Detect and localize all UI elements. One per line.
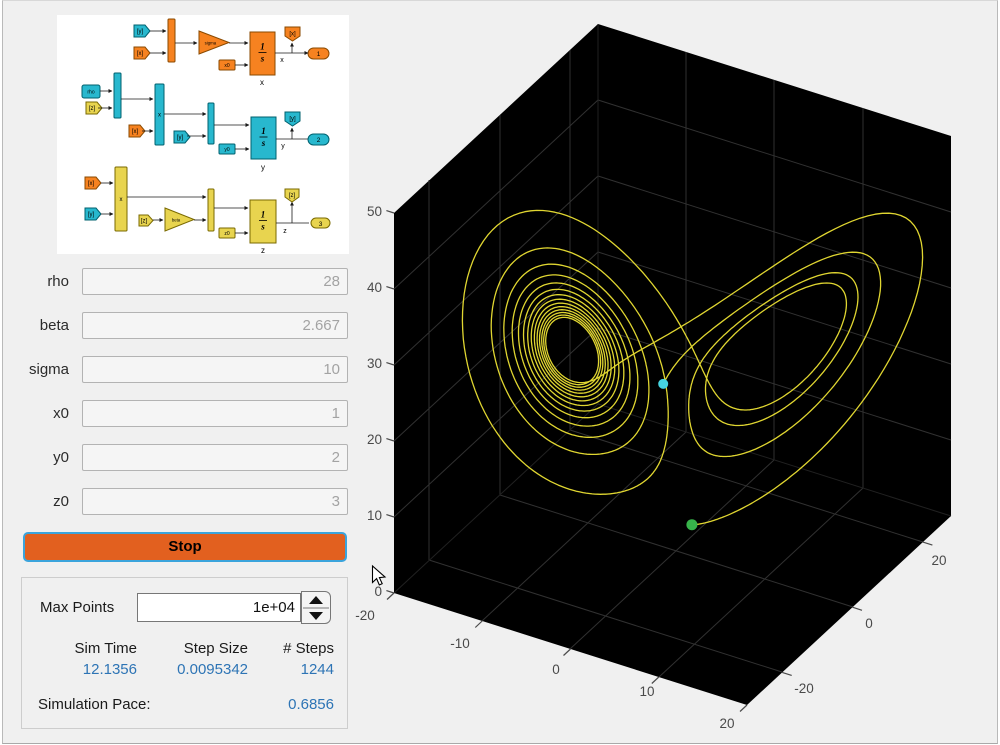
- svg-text:[x]: [x]: [137, 51, 144, 57]
- svg-text:3: 3: [319, 221, 323, 228]
- svg-text:x: x: [260, 78, 264, 87]
- svg-text:s: s: [260, 54, 265, 64]
- svg-text:[z]: [z]: [289, 193, 296, 199]
- svg-text:20: 20: [367, 432, 382, 447]
- svg-text:10: 10: [367, 508, 382, 523]
- svg-text:-20: -20: [355, 608, 375, 623]
- svg-text:x: x: [280, 57, 284, 64]
- svg-text:x: x: [120, 197, 123, 203]
- svg-text:0: 0: [374, 584, 382, 599]
- svg-text:10: 10: [639, 684, 654, 699]
- svg-text:[y]: [y]: [88, 212, 95, 218]
- svg-text:sigma: sigma: [205, 41, 217, 46]
- svg-text:x0: x0: [224, 63, 230, 69]
- svg-text:1: 1: [261, 126, 266, 136]
- svg-text:x: x: [158, 113, 161, 119]
- svg-text:y: y: [261, 163, 265, 172]
- svg-text:-10: -10: [450, 636, 470, 651]
- svg-text:[x]: [x]: [289, 32, 296, 38]
- svg-text:20: 20: [719, 716, 734, 731]
- svg-text:2: 2: [317, 137, 321, 144]
- svg-text:1: 1: [261, 210, 266, 220]
- svg-text:s: s: [261, 138, 266, 148]
- svg-text:[y]: [y]: [177, 135, 184, 141]
- svg-text:rho: rho: [87, 89, 94, 95]
- svg-text:40: 40: [367, 280, 382, 295]
- svg-text:[x]: [x]: [88, 181, 95, 187]
- svg-text:1: 1: [317, 51, 321, 58]
- svg-text:[y]: [y]: [137, 29, 144, 35]
- svg-text:z0: z0: [224, 231, 230, 237]
- svg-text:beta: beta: [172, 218, 181, 223]
- svg-text:50: 50: [367, 204, 382, 219]
- svg-text:[z]: [z]: [89, 106, 96, 112]
- svg-text:y0: y0: [224, 147, 230, 153]
- svg-text:[x]: [x]: [132, 129, 139, 135]
- svg-text:0: 0: [552, 662, 560, 677]
- svg-text:y: y: [281, 143, 285, 150]
- svg-text:[z]: [z]: [141, 218, 148, 224]
- svg-text:z: z: [283, 228, 287, 235]
- svg-text:20: 20: [931, 553, 946, 568]
- svg-text:[y]: [y]: [289, 117, 296, 123]
- svg-text:-20: -20: [794, 681, 814, 696]
- svg-text:30: 30: [367, 356, 382, 371]
- svg-text:1: 1: [260, 42, 265, 52]
- svg-text:z: z: [261, 246, 265, 254]
- svg-text:0: 0: [865, 616, 873, 631]
- svg-text:s: s: [260, 222, 265, 232]
